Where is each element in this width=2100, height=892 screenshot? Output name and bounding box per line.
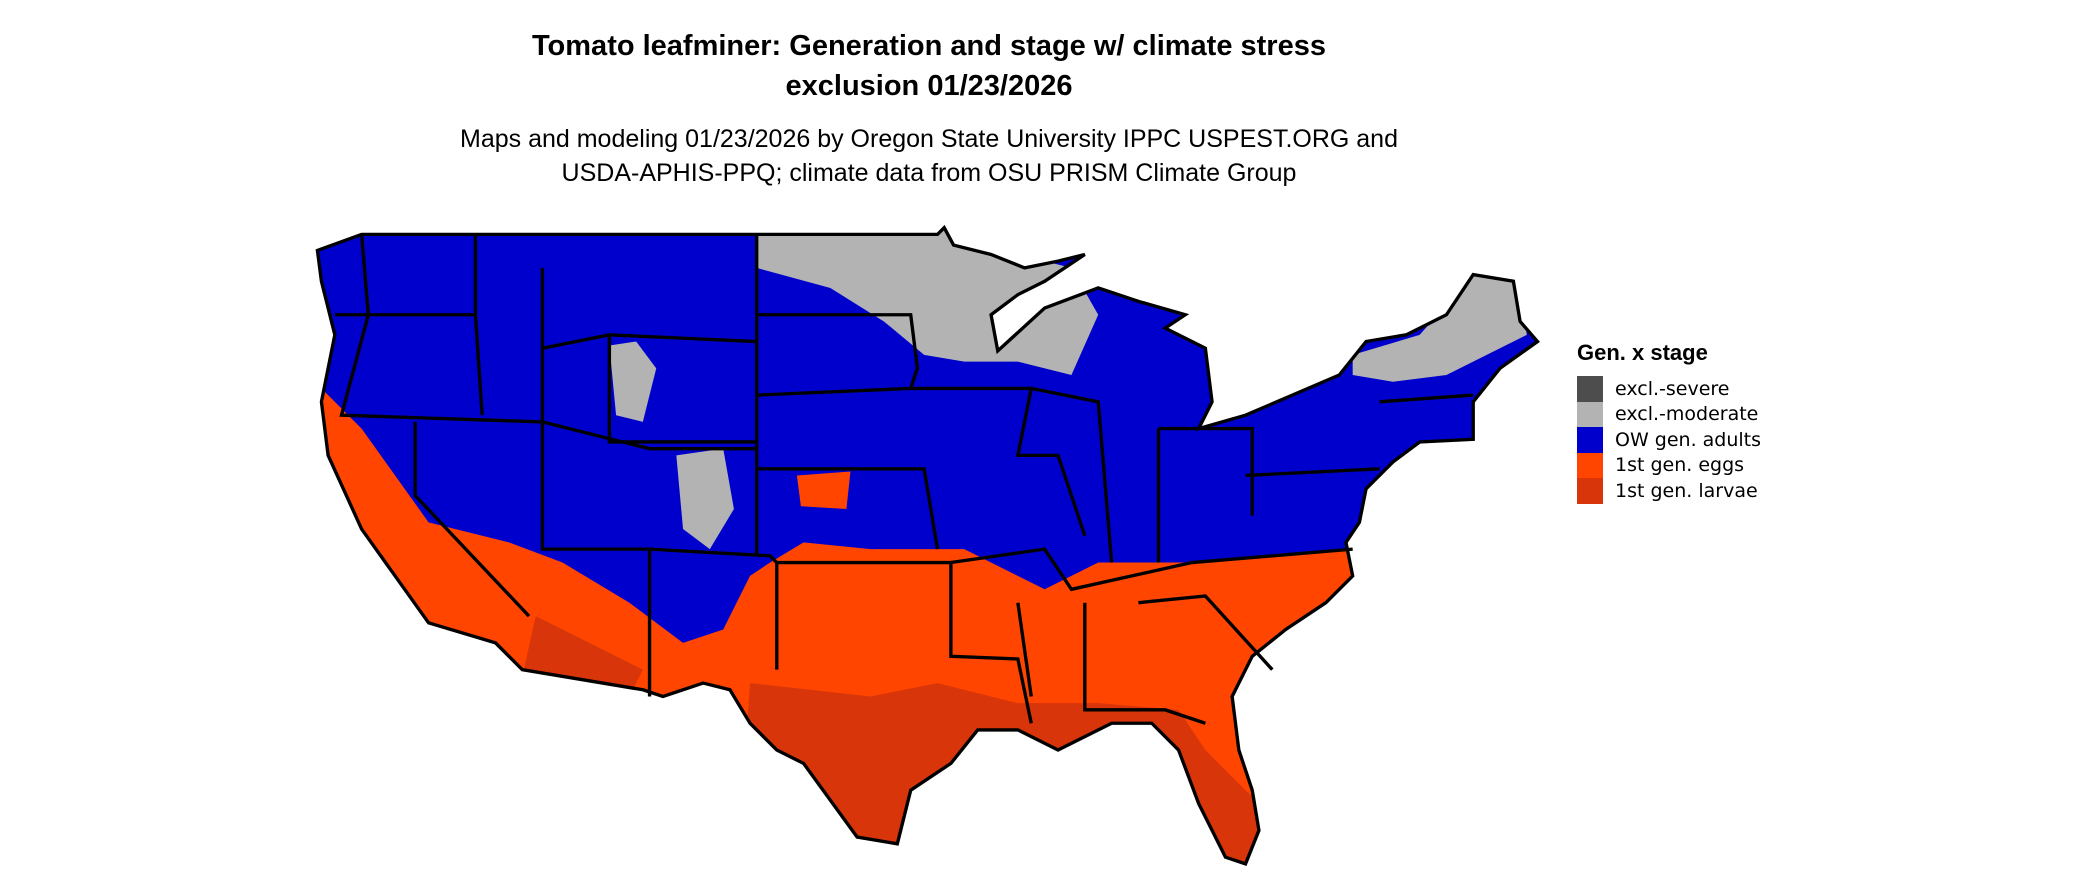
map-title-line1: Tomato leafminer: Generation and stage w…: [532, 30, 1326, 62]
legend-item-excl-moderate: excl.-moderate: [1577, 401, 1761, 427]
region-excl-moderate-wy: [609, 341, 657, 422]
legend-label: 1st gen. larvae: [1615, 479, 1758, 502]
map-subtitle-line2: USDA-APHIS-PPQ; climate data from OSU PR…: [561, 159, 1297, 187]
legend-item-ow-adults: OW gen. adults: [1577, 427, 1761, 453]
legend-title: Gen. x stage: [1577, 340, 1708, 365]
legend-item-excl-severe: excl.-severe: [1577, 376, 1761, 402]
legend-swatch: [1577, 452, 1603, 478]
region-excl-moderate-co: [676, 448, 734, 550]
legend-swatch: [1577, 376, 1603, 402]
legend-label: excl.-severe: [1615, 377, 1730, 400]
region-eggs-kansas: [796, 471, 851, 509]
legend-swatch: [1577, 427, 1603, 453]
region-excl-moderate-ne: [1352, 274, 1527, 382]
legend-item-1st-gen-larvae: 1st gen. larvae: [1577, 478, 1761, 504]
legend-swatch: [1577, 478, 1603, 504]
legend-swatch: [1577, 401, 1603, 427]
legend-label: OW gen. adults: [1615, 428, 1762, 451]
legend-label: excl.-moderate: [1615, 403, 1759, 426]
state-borders: [315, 226, 1540, 866]
map-subtitle-line1: Maps and modeling 01/23/2026 by Oregon S…: [460, 125, 1398, 153]
map-title-line2: exclusion 01/23/2026: [785, 70, 1073, 102]
map-legend: Gen. x stage excl.-severe excl.-moderate…: [1577, 340, 1761, 504]
legend-label: 1st gen. eggs: [1615, 454, 1745, 477]
legend-item-1st-gen-eggs: 1st gen. eggs: [1577, 452, 1761, 478]
